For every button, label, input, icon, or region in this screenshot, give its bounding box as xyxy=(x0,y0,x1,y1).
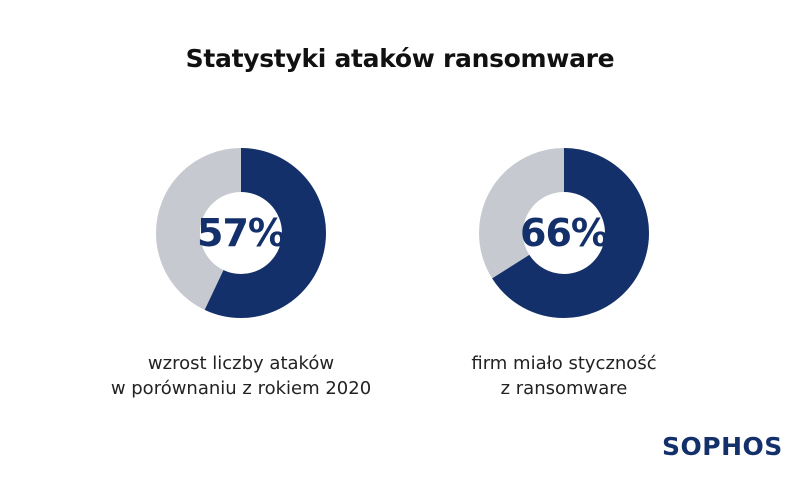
donut-value-segment xyxy=(156,148,326,318)
donut-center-value: 57% xyxy=(197,211,286,255)
caption-line: z ransomware xyxy=(500,378,628,399)
chart-title: Statystyki ataków ransomware xyxy=(185,44,615,73)
caption-line: firm miało styczność xyxy=(471,353,657,374)
caption-line: wzrost liczby ataków xyxy=(147,353,335,374)
sophos-logo: SOPHOS xyxy=(662,432,783,461)
caption-companies-affected: firm miało styczność z ransomware xyxy=(404,351,724,401)
caption-attack-growth: wzrost liczby ataków w porównaniu z roki… xyxy=(81,351,401,401)
donut-chart-attack-growth: 57% xyxy=(156,148,326,318)
donut-center-value: 66% xyxy=(520,211,609,255)
donut-ring xyxy=(479,148,649,318)
donut-value-segment xyxy=(479,148,649,318)
donut-ring xyxy=(156,148,326,318)
donut-chart-companies-affected: 66% xyxy=(479,148,649,318)
caption-line: w porównaniu z rokiem 2020 xyxy=(110,378,372,399)
